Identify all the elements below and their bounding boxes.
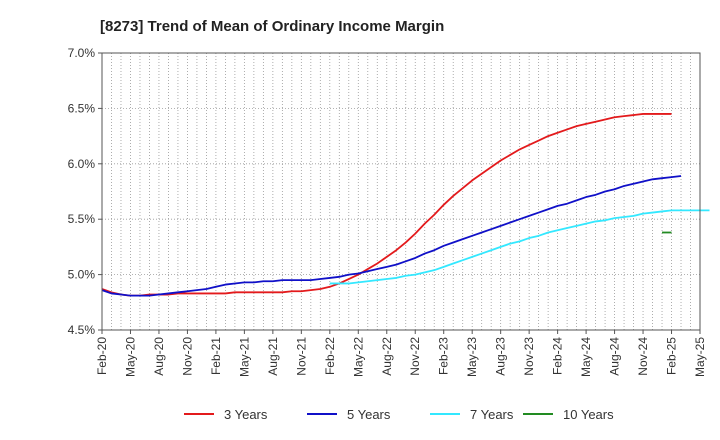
- series-lines: [101, 113, 710, 297]
- x-tick-label: Feb-24: [551, 337, 565, 375]
- legend-label-7-years: 7 Years: [470, 407, 514, 422]
- x-tick-label: Aug-23: [494, 337, 508, 376]
- series-line-3-years: [101, 113, 672, 297]
- x-tick-label: Aug-20: [152, 337, 166, 376]
- x-tick-label: May-24: [579, 337, 593, 377]
- x-axis: Feb-20 May-20 Aug-20 Nov-20 Feb-21 May-21 Aug-…: [95, 330, 707, 377]
- series-line-5-years: [101, 175, 682, 297]
- x-tick-label: Nov-24: [636, 337, 650, 376]
- x-tick-label: May-25: [693, 337, 707, 377]
- x-tick-label: May-20: [123, 337, 137, 377]
- y-tick-label: 7.0%: [68, 46, 96, 60]
- x-tick-label: Aug-21: [266, 337, 280, 376]
- y-tick-label: 5.5%: [68, 212, 96, 226]
- x-tick-label: Feb-21: [209, 337, 223, 375]
- y-tick-label: 6.5%: [68, 101, 96, 115]
- x-tick-label: Nov-23: [522, 337, 536, 376]
- x-tick-label: Nov-22: [408, 337, 422, 376]
- plot-border: [101, 52, 701, 331]
- x-tick-label: May-23: [465, 337, 479, 377]
- series-line-7-years: [329, 209, 710, 285]
- x-tick-label: Feb-25: [665, 337, 679, 375]
- x-tick-label: May-22: [351, 337, 365, 377]
- legend-label-3-years: 3 Years: [224, 407, 268, 422]
- x-tick-label: Feb-22: [323, 337, 337, 375]
- x-tick-label: Aug-22: [380, 337, 394, 376]
- chart-title: [8273] Trend of Mean of Ordinary Income …: [100, 18, 444, 35]
- x-tick-label: Aug-24: [608, 337, 622, 376]
- plot-area: [102, 53, 700, 330]
- legend-label-5-years: 5 Years: [347, 407, 391, 422]
- x-tick-label: May-21: [237, 337, 251, 377]
- y-tick-label: 4.5%: [68, 323, 96, 337]
- x-tick-label: Nov-21: [294, 337, 308, 376]
- x-tick-label: Feb-23: [437, 337, 451, 375]
- y-axis: 4.5% 5.0% 5.5% 6.0% 6.5% 7.0%: [68, 46, 102, 337]
- y-tick-label: 5.0%: [68, 268, 96, 282]
- legend: 3 Years 5 Years 7 Years 10 Years: [184, 407, 614, 422]
- legend-label-10-years: 10 Years: [563, 407, 614, 422]
- y-tick-label: 6.0%: [68, 157, 96, 171]
- x-tick-label: Nov-20: [180, 337, 194, 376]
- x-tick-label: Feb-20: [95, 337, 109, 375]
